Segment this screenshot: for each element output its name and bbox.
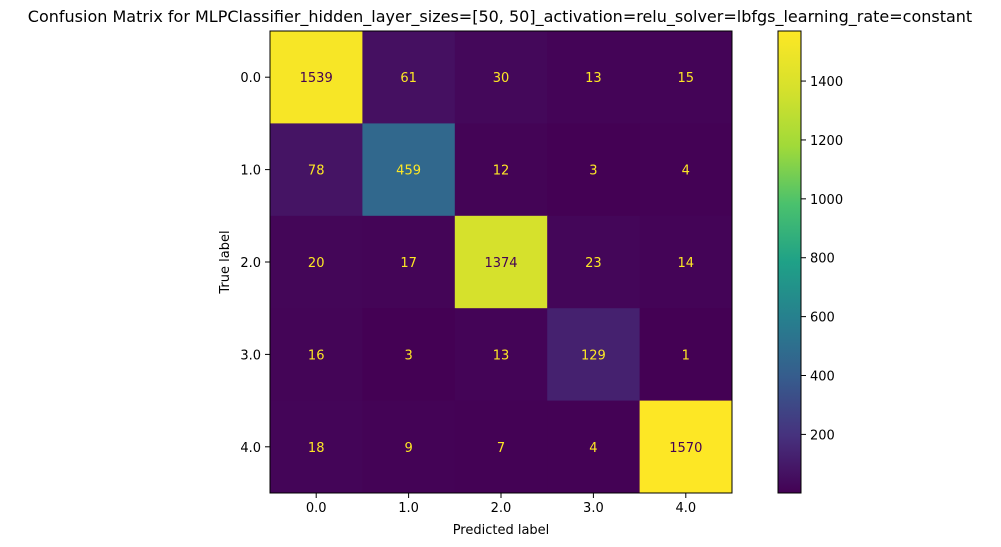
cell-value-label: 459	[396, 164, 421, 179]
colorbar-tick-label: 800	[810, 252, 835, 267]
cell-value-label: 4	[682, 164, 690, 179]
x-tick-label: 1.0	[398, 501, 419, 516]
cell-value-label: 1	[682, 348, 690, 363]
matrix-cell	[454, 31, 548, 124]
matrix-cell	[362, 31, 456, 124]
cell-value-label: 20	[308, 256, 325, 271]
cell-value-label: 17	[400, 256, 417, 271]
colorbar-tick-label: 200	[810, 428, 835, 443]
matrix-cell	[547, 400, 641, 494]
x-tick-label: 0.0	[306, 501, 327, 516]
colorbar-tick-label: 400	[810, 370, 835, 385]
colorbar-tick-label: 1400	[810, 75, 843, 90]
cell-value-label: 13	[493, 348, 510, 363]
matrix-cell	[454, 215, 548, 309]
matrix-cell	[547, 123, 641, 217]
y-tick-label: 3.0	[240, 348, 261, 363]
cell-value-label: 1374	[484, 256, 517, 271]
matrix-cell	[270, 308, 363, 402]
cell-value-label: 14	[678, 256, 695, 271]
cell-value-label: 61	[400, 71, 417, 86]
cell-value-label: 12	[493, 164, 510, 179]
y-tick-label: 2.0	[240, 256, 261, 271]
chart-title: Confusion Matrix for MLPClassifier_hidde…	[28, 7, 972, 27]
y-tick-label: 4.0	[240, 441, 261, 456]
matrix-cell	[454, 400, 548, 494]
matrix-cell	[362, 215, 456, 309]
matrix-cell	[547, 215, 641, 309]
colorbar	[777, 30, 802, 494]
matrix-cell	[270, 31, 363, 124]
colorbar-tick-label: 600	[810, 311, 835, 326]
cell-value-label: 3	[589, 164, 597, 179]
matrix-cell	[639, 31, 733, 124]
matrix-cell	[362, 308, 456, 402]
matrix-cell	[454, 308, 548, 402]
colorbar-tick-label: 1200	[810, 134, 843, 149]
matrix-cell	[639, 123, 733, 217]
y-axis-label: True label	[218, 230, 233, 294]
matrix-cell	[639, 400, 733, 494]
cell-value-label: 16	[308, 348, 325, 363]
matrix-cell	[547, 31, 641, 124]
matrix-cell	[547, 308, 641, 402]
x-tick-label: 2.0	[491, 501, 512, 516]
y-tick-label: 0.0	[240, 71, 261, 86]
matrix-cell	[639, 215, 733, 309]
cell-value-label: 7	[497, 441, 505, 456]
colorbar-tick-label: 1000	[810, 193, 843, 208]
cell-value-label: 4	[589, 441, 597, 456]
cell-value-label: 1570	[669, 441, 702, 456]
cell-value-label: 9	[404, 441, 412, 456]
cell-value-label: 23	[585, 256, 602, 271]
matrix-cell	[639, 308, 733, 402]
cell-value-label: 30	[493, 71, 510, 86]
y-axis-ticks: 0.0 1.0 2.0 3.0 4.0	[240, 71, 270, 456]
cell-value-label: 18	[308, 441, 325, 456]
cell-value-label: 15	[678, 71, 695, 86]
cell-value-label: 78	[308, 164, 325, 179]
cell-value-label: 13	[585, 71, 602, 86]
x-tick-label: 3.0	[583, 501, 604, 516]
cell-value-label: 1539	[300, 71, 333, 86]
cell-value-label: 3	[404, 348, 412, 363]
matrix-cell	[270, 400, 363, 494]
y-tick-label: 1.0	[240, 164, 261, 179]
matrix-cell	[362, 400, 456, 494]
x-axis-label: Predicted label	[453, 523, 550, 538]
colorbar-ticks: 200 400 600 800 1000 1200 1400	[801, 75, 843, 443]
matrix-cell	[270, 215, 363, 309]
cell-value-label: 129	[581, 348, 606, 363]
matrix-cell	[270, 123, 363, 217]
matrix-cells	[270, 31, 733, 494]
x-axis-ticks: 0.0 1.0 2.0 3.0 4.0	[306, 493, 696, 516]
matrix-cell	[454, 123, 548, 217]
matrix-cell	[362, 123, 456, 217]
x-tick-label: 4.0	[675, 501, 696, 516]
